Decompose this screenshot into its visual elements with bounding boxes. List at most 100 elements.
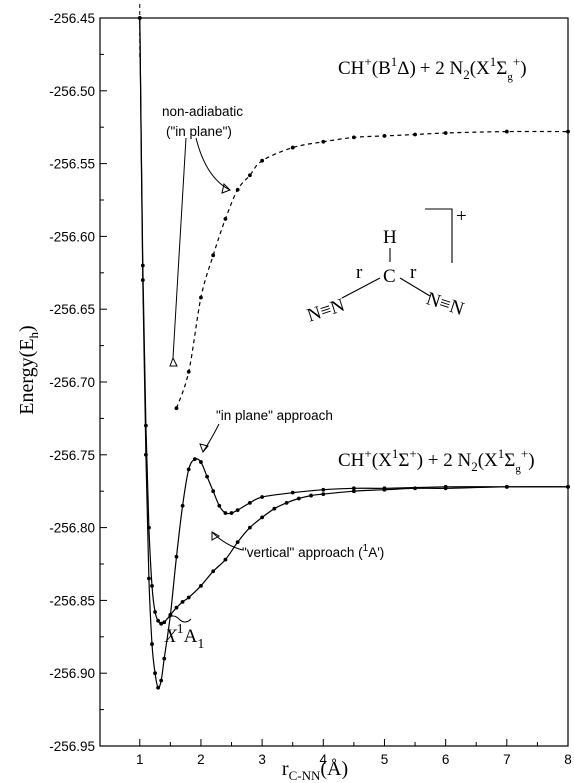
molecule-bond-left xyxy=(341,277,381,299)
data-point-non-adiabatic-5 xyxy=(235,187,240,192)
data-point-in-plane-solid-7 xyxy=(159,678,164,683)
data-point-in-plane-solid-22 xyxy=(260,495,265,499)
y-tick-label-8: -256.55 xyxy=(49,157,95,172)
data-point-vertical-approach-24 xyxy=(351,489,356,494)
y-tick-label-4: -256.75 xyxy=(49,448,95,463)
data-point-in-plane-solid-11 xyxy=(180,503,185,508)
data-point-vertical-approach-16 xyxy=(235,540,240,545)
data-point-vertical-approach-11 xyxy=(180,599,185,604)
data-point-vertical-approach-20 xyxy=(284,500,289,505)
data-point-non-adiabatic-2 xyxy=(199,295,203,300)
non-adiabatic-arrow-1-head xyxy=(169,356,178,367)
data-point-vertical-approach-23 xyxy=(321,492,326,497)
data-point-in-plane-solid-3 xyxy=(147,576,151,581)
data-point-vertical-approach-13 xyxy=(199,583,203,588)
data-point-non-adiabatic-12 xyxy=(413,132,417,137)
data-point-in-plane-solid-4 xyxy=(150,642,154,646)
data-point-non-adiabatic-0 xyxy=(174,406,179,411)
data-point-in-plane-solid-24 xyxy=(321,487,326,492)
data-point-in-plane-solid-21 xyxy=(247,500,252,505)
data-point-vertical-approach-28 xyxy=(504,484,509,489)
data-point-non-adiabatic-4 xyxy=(223,217,228,221)
in-plane-arrow-head xyxy=(199,443,209,453)
vertical-arrow xyxy=(211,531,244,551)
x-tick-label-4: 5 xyxy=(381,752,389,767)
data-point-in-plane-solid-25 xyxy=(351,486,356,491)
upper-asymptote-label: CH+(B1Δ) + 2 N2(X1Σg+) xyxy=(338,54,527,83)
data-point-non-adiabatic-6 xyxy=(247,173,252,178)
vertical-arrow-head xyxy=(211,531,221,541)
data-point-vertical-approach-4 xyxy=(150,583,154,588)
data-point-non-adiabatic-13 xyxy=(443,131,448,135)
x-tick-label-2: 3 xyxy=(258,752,266,767)
data-point-in-plane-solid-6 xyxy=(156,685,161,690)
data-point-non-adiabatic-14 xyxy=(504,129,509,134)
data-point-vertical-approach-22 xyxy=(309,493,313,498)
y-tick-label-3: -256.80 xyxy=(49,521,95,536)
data-point-non-adiabatic-3 xyxy=(211,253,216,258)
molecule-bond-right xyxy=(399,277,431,297)
x-tick-label-0: 1 xyxy=(136,752,144,767)
data-point-vertical-approach-3 xyxy=(147,525,151,530)
data-point-vertical-approach-19 xyxy=(272,506,277,511)
series-line-non-adiabatic xyxy=(175,130,569,409)
x-tick-label-7: 8 xyxy=(564,752,572,767)
data-point-vertical-approach-17 xyxy=(247,525,252,530)
data-point-in-plane-solid-20 xyxy=(235,508,240,513)
data-point-in-plane-solid-10 xyxy=(174,554,179,559)
molecule-n2-right: N≡N xyxy=(424,288,467,320)
data-point-vertical-approach-10 xyxy=(174,605,179,610)
x-tick-label-3: 4 xyxy=(320,752,328,767)
data-point-vertical-approach-14 xyxy=(211,569,216,574)
non-adiabatic-arrow-2-head xyxy=(221,183,231,194)
data-point-non-adiabatic-9 xyxy=(321,139,326,144)
data-point-vertical-approach-18 xyxy=(260,515,265,520)
molecule-n2-left: N≡N xyxy=(305,295,348,327)
molecule-r-right: r xyxy=(410,262,417,283)
plot-frame xyxy=(99,17,569,747)
y-tick-label-7: -256.60 xyxy=(49,229,95,244)
data-point-vertical-approach-12 xyxy=(186,595,191,600)
data-point-vertical-approach-15 xyxy=(223,557,228,562)
data-point-in-plane-solid-15 xyxy=(205,474,209,479)
data-point-vertical-approach-25 xyxy=(382,487,387,492)
data-point-non-adiabatic-8 xyxy=(290,145,295,150)
data-point-non-adiabatic-7 xyxy=(260,158,265,163)
molecule-charge: + xyxy=(456,206,467,227)
molecule-carbon: C xyxy=(383,266,396,287)
data-point-vertical-approach-27 xyxy=(443,486,448,491)
x-tick-label-1: 2 xyxy=(197,752,205,767)
series-line-in-plane-solid xyxy=(139,17,568,689)
data-point-vertical-approach-7 xyxy=(159,621,164,626)
y-tick-label-1: -256.90 xyxy=(49,666,95,681)
molecule-structure: H C r r N≡N N≡N + xyxy=(305,206,467,327)
molecule-hydrogen: H xyxy=(383,227,397,248)
data-point-in-plane-solid-5 xyxy=(153,671,157,676)
data-point-in-plane-solid-8 xyxy=(162,656,167,661)
non-adiabatic-arrow-1 xyxy=(172,137,187,359)
data-point-in-plane-solid-23 xyxy=(290,490,295,495)
data-point-vertical-approach-1 xyxy=(140,263,145,268)
x-axis-label: rC-NN(Å) xyxy=(282,758,348,783)
data-point-vertical-approach-21 xyxy=(296,496,301,501)
y-tick-label-5: -256.70 xyxy=(49,375,95,390)
y-tick-label-0: -256.95 xyxy=(49,739,95,754)
x-tick-label-6: 7 xyxy=(503,752,511,767)
data-point-vertical-approach-6 xyxy=(156,618,161,623)
data-point-in-plane-solid-17 xyxy=(217,503,222,508)
non-adiabatic-arrow-2 xyxy=(195,137,231,191)
y-tick-label-9: -256.50 xyxy=(49,84,95,99)
data-point-vertical-approach-8 xyxy=(162,620,167,625)
data-point-in-plane-solid-13 xyxy=(192,457,197,462)
potential-curves xyxy=(137,16,570,690)
data-point-in-plane-solid-16 xyxy=(211,489,216,494)
data-point-vertical-approach-26 xyxy=(413,486,417,491)
data-point-in-plane-solid-19 xyxy=(229,511,234,515)
y-tick-label-6: -256.65 xyxy=(49,302,95,317)
data-point-vertical-approach-2 xyxy=(143,423,148,428)
data-point-in-plane-solid-18 xyxy=(223,511,228,515)
ground-state-label: X1A1 xyxy=(164,622,204,652)
x-tick-label-5: 6 xyxy=(442,752,450,767)
ground-state-tilde-mark xyxy=(166,615,192,623)
